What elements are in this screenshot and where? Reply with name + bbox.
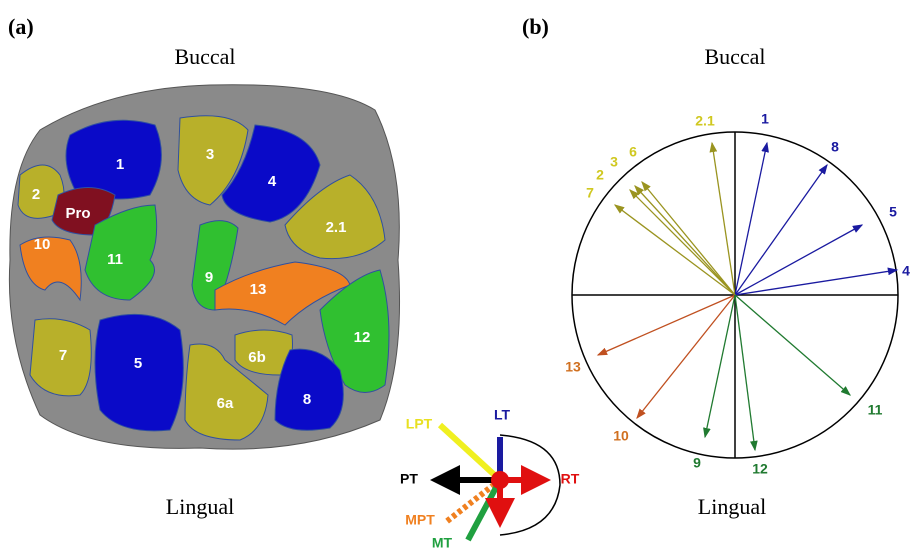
- facet-label: 1: [116, 156, 124, 173]
- vector-label: 3: [610, 154, 618, 170]
- facet: [221, 124, 321, 223]
- vector: [734, 294, 851, 396]
- facet: [284, 174, 386, 260]
- vector: [734, 163, 828, 296]
- legend-label: LT: [494, 407, 511, 423]
- facet-label: 7: [59, 347, 67, 364]
- vector-label: 7: [586, 185, 594, 201]
- facet: [19, 236, 82, 302]
- buccal-label: Buccal: [704, 44, 765, 69]
- vectors: [596, 141, 899, 452]
- vector: [703, 294, 736, 439]
- buccal-label: Buccal: [174, 44, 235, 69]
- facet: [65, 119, 162, 200]
- panel-label: (b): [522, 14, 549, 39]
- facet-label: 4: [268, 173, 277, 190]
- facet-label: 5: [134, 355, 142, 372]
- vector-label: 2: [596, 167, 604, 183]
- facet: [274, 348, 344, 431]
- legend-line: [444, 477, 502, 525]
- legend-label: MPT: [405, 512, 435, 528]
- facet: [177, 115, 249, 206]
- legend-label: PT: [400, 471, 418, 487]
- vector-label: 1: [761, 111, 769, 127]
- vector: [596, 294, 736, 356]
- facet-label: 8: [303, 391, 311, 408]
- vector: [734, 267, 899, 296]
- vector-label: 9: [693, 455, 701, 471]
- legend-label: RT: [561, 471, 580, 487]
- facet-label: 6a: [217, 395, 234, 412]
- facet-label: 12: [354, 329, 371, 346]
- facet-label: 10: [34, 236, 51, 253]
- lingual-label: Lingual: [698, 494, 766, 519]
- vector-label: 10: [613, 428, 629, 444]
- vector: [734, 294, 758, 452]
- facet: [94, 313, 184, 432]
- vector-label: 5: [889, 204, 897, 220]
- facet-label: Pro: [65, 205, 90, 222]
- facet-label: 2: [32, 186, 40, 203]
- vector-label: 2.1: [695, 113, 715, 129]
- vector: [636, 294, 736, 420]
- vector-label: 12: [752, 461, 768, 477]
- vector: [709, 141, 736, 296]
- legend-center: [491, 471, 509, 489]
- facet-label: 13: [250, 281, 267, 298]
- vector: [629, 189, 736, 296]
- vector-label: 13: [565, 359, 581, 375]
- legend-line: [465, 478, 503, 542]
- vector-label: 6: [629, 144, 637, 160]
- vector: [734, 224, 864, 296]
- panel-label: (a): [8, 14, 34, 39]
- vector: [641, 180, 736, 296]
- legend-label: LPT: [406, 416, 433, 432]
- facet-label: 2.1: [326, 219, 347, 236]
- facet-label: 9: [205, 269, 213, 286]
- facet: [84, 204, 158, 301]
- facet-label: 6b: [248, 349, 266, 366]
- legend-line: [437, 422, 503, 483]
- facet-label: 3: [206, 146, 214, 163]
- vector-label: 4: [902, 263, 910, 279]
- lingual-label: Lingual: [166, 494, 234, 519]
- facet: [184, 343, 269, 441]
- facet: [191, 220, 239, 311]
- vector: [613, 204, 736, 296]
- vector-label: 8: [831, 139, 839, 155]
- vector: [734, 141, 769, 296]
- legend-arc: [499, 434, 561, 536]
- vector: [634, 185, 736, 296]
- facet: [29, 318, 92, 397]
- vector-label: 11: [868, 402, 883, 418]
- legend-label: MT: [432, 535, 453, 550]
- facet-label: 11: [107, 251, 123, 268]
